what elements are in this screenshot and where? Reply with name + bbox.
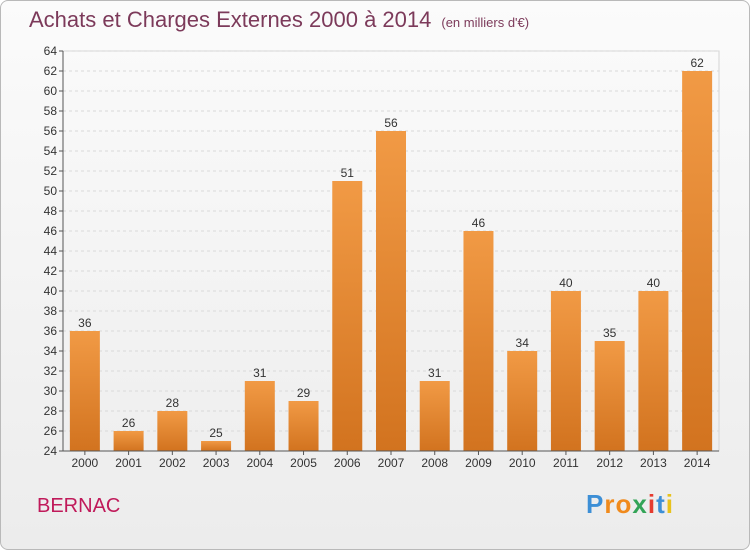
data-label-2012: 35 xyxy=(603,326,617,340)
y-tick-label-40: 40 xyxy=(44,284,58,298)
grid-lines xyxy=(62,50,720,452)
data-label-2007: 56 xyxy=(384,116,398,130)
x-tick-label-2001: 2001 xyxy=(115,456,142,470)
data-label-2000: 36 xyxy=(78,316,92,330)
x-tick-label-2010: 2010 xyxy=(509,456,536,470)
y-tick-label-42: 42 xyxy=(44,264,58,278)
bar-2006 xyxy=(332,181,363,451)
y-tick-label-48: 48 xyxy=(44,204,58,218)
bar-2013 xyxy=(638,291,669,451)
logo-letter: P xyxy=(586,489,605,519)
y-tick-label-38: 38 xyxy=(44,304,58,318)
bar-2000 xyxy=(69,331,100,451)
y-tick-label-44: 44 xyxy=(44,244,58,258)
bar-2012 xyxy=(594,341,625,451)
logo-letter: i xyxy=(647,489,657,519)
bar-2014 xyxy=(682,71,713,451)
bar-2011 xyxy=(550,291,581,451)
bar-2004 xyxy=(244,381,275,451)
y-tick-label-62: 62 xyxy=(44,64,58,78)
y-tick-label-58: 58 xyxy=(44,104,58,118)
x-tick-label-2008: 2008 xyxy=(421,456,448,470)
data-label-2009: 46 xyxy=(472,216,486,230)
y-tick-label-50: 50 xyxy=(44,184,58,198)
bar-2007 xyxy=(376,131,406,451)
bar-2010 xyxy=(507,351,538,451)
bars xyxy=(69,71,713,451)
logo-letter: x xyxy=(632,489,648,519)
x-tick-label-2013: 2013 xyxy=(640,456,667,470)
data-label-2013: 40 xyxy=(647,276,661,290)
bar-2009 xyxy=(463,231,494,451)
x-tick-label-2012: 2012 xyxy=(596,456,623,470)
y-tick-label-32: 32 xyxy=(44,364,58,378)
data-label-2005: 29 xyxy=(297,386,311,400)
chart-title-text: Achats et Charges Externes 2000 à 2014 xyxy=(29,7,432,32)
y-tick-label-46: 46 xyxy=(44,224,58,238)
x-tick-label-2005: 2005 xyxy=(290,456,317,470)
y-tick-label-24: 24 xyxy=(44,444,58,458)
data-label-2003: 25 xyxy=(209,426,223,440)
data-label-2010: 34 xyxy=(516,336,530,350)
x-tick-label-2002: 2002 xyxy=(159,456,186,470)
y-tick-label-26: 26 xyxy=(44,424,58,438)
x-tick-label-2006: 2006 xyxy=(334,456,361,470)
bar-2003 xyxy=(201,441,232,451)
x-tick-label-2014: 2014 xyxy=(684,456,711,470)
y-tick-label-34: 34 xyxy=(44,344,58,358)
data-label-2008: 31 xyxy=(428,366,442,380)
x-tick-label-2009: 2009 xyxy=(465,456,492,470)
bar-2008 xyxy=(419,381,450,451)
data-label-2002: 28 xyxy=(166,396,180,410)
y-axis: 24 26 28 30 32 34 36 38 40 42 44 46 48 50 52 54 56 58 60 62… xyxy=(44,44,64,458)
logo-letter: i xyxy=(665,489,674,519)
x-axis: 2000 2001 2002 2003 2004 2005 2006 2007 2008 2009… xyxy=(63,450,719,470)
logo-letter: r xyxy=(604,489,616,519)
place-name: BERNAC xyxy=(37,495,121,517)
x-tick-label-2003: 2003 xyxy=(203,456,230,470)
logo-letter: o xyxy=(615,489,633,519)
x-tick-label-2011: 2011 xyxy=(553,456,579,470)
data-label-2001: 26 xyxy=(122,416,136,430)
y-tick-label-60: 60 xyxy=(44,84,58,98)
data-label-2014: 62 xyxy=(690,56,704,70)
y-tick-label-52: 52 xyxy=(44,164,58,178)
y-tick-label-54: 54 xyxy=(44,144,58,158)
logo-letter: t xyxy=(656,489,666,519)
data-label-2004: 31 xyxy=(253,366,267,380)
chart-title: Achats et Charges Externes 2000 à 2014 (e… xyxy=(29,7,529,33)
bar-2005 xyxy=(288,401,319,451)
bar-2001 xyxy=(113,431,144,451)
chart-subtitle: (en milliers d'€) xyxy=(441,15,530,30)
y-tick-label-30: 30 xyxy=(44,384,58,398)
proxiti-logo[interactable]: Proxiti xyxy=(586,489,674,520)
y-tick-label-36: 36 xyxy=(44,324,58,338)
x-tick-label-2000: 2000 xyxy=(72,456,99,470)
data-labels: 36 26 28 25 31 29 51 56 31 46 34 40 35 40 62 xyxy=(78,56,704,440)
x-tick-label-2007: 2007 xyxy=(378,456,405,470)
bar-2002 xyxy=(157,411,188,451)
y-tick-label-64: 64 xyxy=(44,44,58,58)
data-label-2006: 51 xyxy=(341,166,355,180)
y-tick-label-56: 56 xyxy=(44,124,58,138)
y-tick-label-28: 28 xyxy=(44,404,58,418)
data-label-2011: 40 xyxy=(559,276,573,290)
x-tick-label-2004: 2004 xyxy=(246,456,273,470)
